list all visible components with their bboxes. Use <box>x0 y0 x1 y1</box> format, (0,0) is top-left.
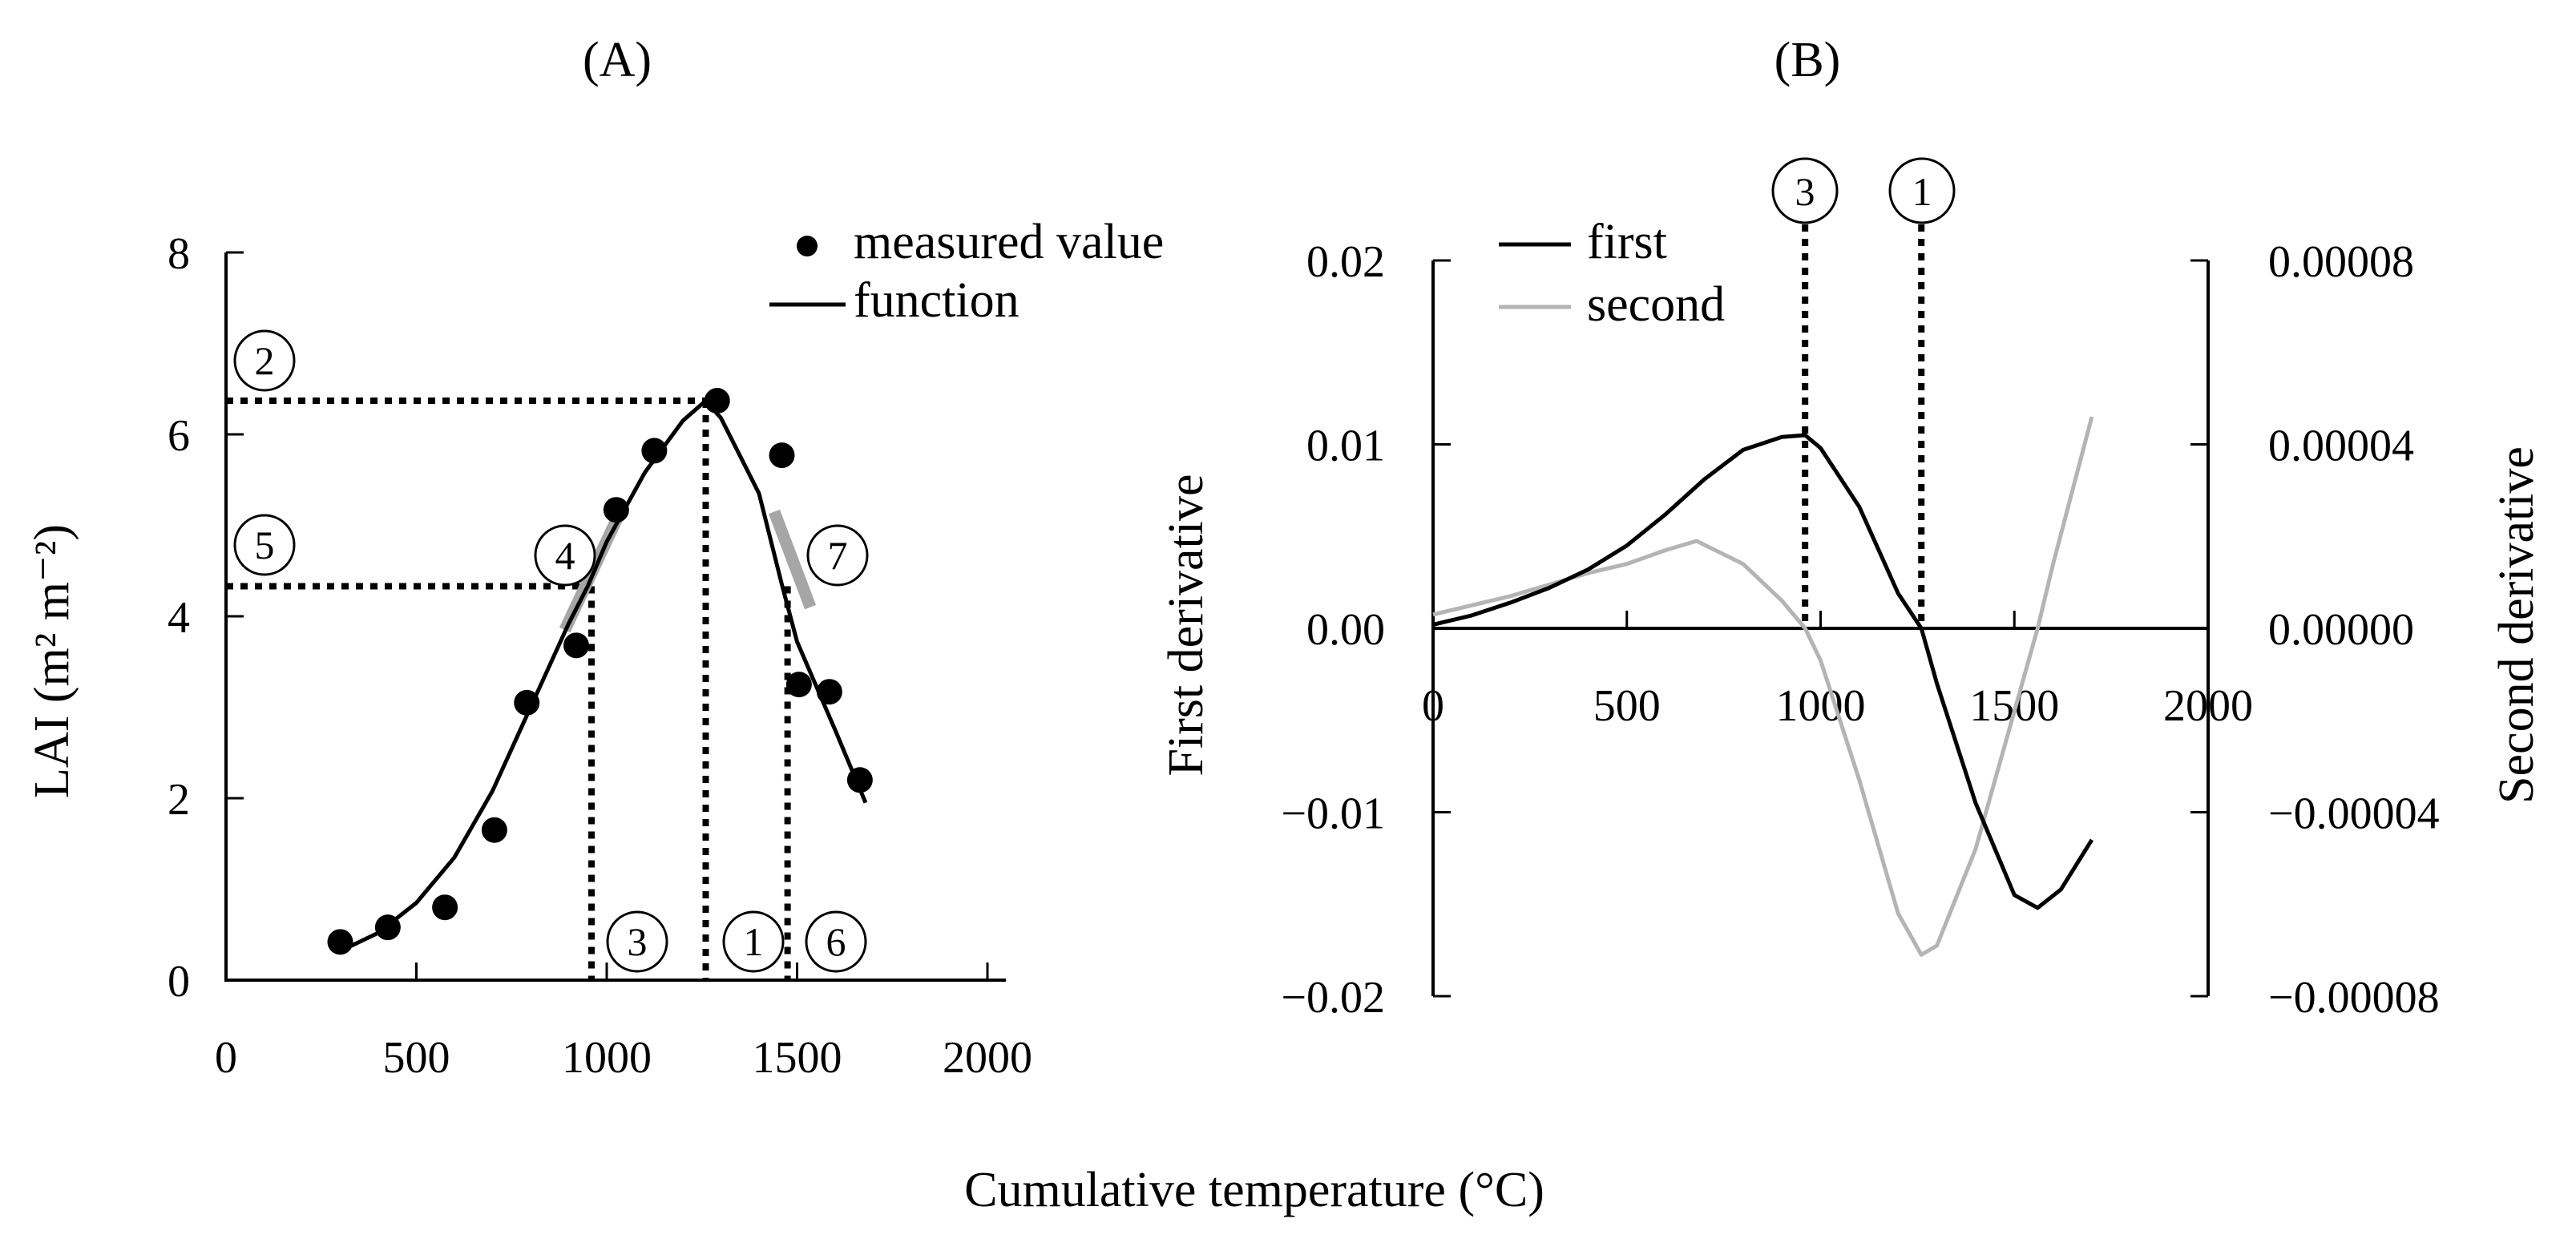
panel-b-callouts: 3 1 <box>1771 157 1956 224</box>
panel-b: (B) First derivative Second derivative −… <box>1159 33 2544 1023</box>
panel-b-right-y-axis-label: Second derivative <box>2489 446 2544 804</box>
panel-a-y-ticks: 0 2 4 6 8 <box>168 229 244 1007</box>
panel-b-left-y-tick-label: −0.02 <box>1281 973 1385 1023</box>
panel-b-x-tick-label: 2000 <box>2163 681 2253 731</box>
panel-a-x-tick-label: 0 <box>215 1033 237 1083</box>
panel-a-y-tick-label: 6 <box>168 411 190 461</box>
measured-point <box>704 388 730 414</box>
measured-point <box>846 767 873 793</box>
panel-a-measured-points <box>327 388 873 955</box>
shared-x-axis-label: Cumulative temperature (°C) <box>964 1163 1544 1217</box>
measured-point <box>481 817 507 843</box>
legend-label-first: first <box>1587 215 1667 269</box>
panel-a-callouts: 1 2 3 4 5 6 7 <box>233 329 869 973</box>
panel-a-legend: measured value function <box>769 215 1164 328</box>
callout-7: 7 <box>806 524 869 587</box>
panel-b-left-y-axis-label: First derivative <box>1159 474 1213 776</box>
panel-a-y-tick-label: 0 <box>168 957 190 1007</box>
callout-3-a: 3 <box>606 910 668 973</box>
panel-b-right-y-tick-label: −0.00008 <box>2268 973 2440 1023</box>
measured-point <box>563 632 589 659</box>
callout-3-b-label: 3 <box>1795 169 1815 214</box>
legend-label-function: function <box>854 273 1019 328</box>
panel-b-left-y-tick-label: 0.00 <box>1306 605 1385 655</box>
panel-b-series <box>1432 416 2094 957</box>
panel-a-y-axis-label: LAI (m² m⁻²) <box>25 524 79 798</box>
panel-b-right-y-tick-label: −0.00004 <box>2268 789 2440 839</box>
callout-1-b-label: 1 <box>1912 169 1932 214</box>
panel-a-x-tick-label: 500 <box>383 1033 450 1083</box>
series-line-second <box>1432 416 2094 957</box>
panel-b-right-y-tick-label: 0.00008 <box>2268 237 2414 287</box>
panel-b-x-tick-label: 1000 <box>1776 681 1866 731</box>
panel-b-x-tick-label: 500 <box>1593 681 1661 731</box>
legend-marker-measured <box>797 236 818 256</box>
callout-6: 6 <box>805 910 867 973</box>
measured-point <box>374 914 401 941</box>
legend-label-measured: measured value <box>854 215 1164 269</box>
callout-6-label: 6 <box>826 919 846 964</box>
panel-a-y-tick-label: 4 <box>168 593 190 643</box>
panel-b-left-y-tick-label: 0.02 <box>1306 237 1385 287</box>
panel-b-legend: first second <box>1499 215 1725 332</box>
panel-b-right-y-ticks: −0.00008 −0.00004 0.00000 0.00004 0.00008 <box>2190 237 2440 1023</box>
callout-1-a: 1 <box>722 910 785 973</box>
panel-b-left-y-ticks: −0.02 −0.01 0.00 0.01 0.02 <box>1281 237 1451 1023</box>
legend-label-second: second <box>1587 277 1725 332</box>
measured-point <box>785 672 812 698</box>
measured-point <box>432 894 458 921</box>
callout-4-label: 4 <box>555 533 575 578</box>
panel-a-x-tick-label: 2000 <box>943 1033 1032 1083</box>
panel-a-y-tick-label: 8 <box>168 229 190 279</box>
panel-b-left-y-tick-label: 0.01 <box>1306 422 1385 471</box>
callout-3-a-label: 3 <box>628 919 648 964</box>
panel-b-x-ticks: 0 500 1000 1500 2000 <box>1422 611 2253 731</box>
callout-1-b: 1 <box>1888 157 1956 224</box>
tangent-line-7 <box>768 509 817 610</box>
callout-2: 2 <box>233 329 296 392</box>
callout-4: 4 <box>534 524 596 587</box>
panel-a-tangent-lines <box>559 509 817 633</box>
panel-b-x-tick-label: 0 <box>1422 681 1444 731</box>
callout-5-label: 5 <box>255 523 275 567</box>
measured-point <box>514 689 540 716</box>
panel-a-x-ticks: 0 500 1000 1500 2000 <box>215 962 1032 1083</box>
panel-a-axes <box>224 252 1006 982</box>
measured-point <box>769 442 795 469</box>
panel-b-guide-lines <box>1802 224 1925 628</box>
measured-point <box>816 679 842 705</box>
panel-b-left-y-tick-label: −0.01 <box>1281 789 1385 839</box>
measured-point <box>641 438 668 464</box>
callout-3-b: 3 <box>1771 157 1839 224</box>
panel-b-right-y-tick-label: 0.00004 <box>2268 422 2414 471</box>
panel-a-x-tick-label: 1500 <box>753 1033 842 1083</box>
panel-b-title: (B) <box>1775 33 1841 87</box>
callout-7-label: 7 <box>828 533 848 578</box>
panel-a-title: (A) <box>583 33 652 87</box>
measured-point <box>603 497 629 523</box>
panel-b-right-y-tick-label: 0.00000 <box>2268 605 2414 655</box>
callout-2-label: 2 <box>255 338 275 383</box>
series-line-first <box>1432 433 2094 910</box>
panel-a-guide-lines <box>226 398 791 980</box>
panel-a-x-tick-label: 1000 <box>562 1033 652 1083</box>
callout-5: 5 <box>233 514 296 576</box>
callout-1-a-label: 1 <box>744 919 764 964</box>
measured-point <box>327 929 353 955</box>
panel-a-y-tick-label: 2 <box>168 775 190 825</box>
